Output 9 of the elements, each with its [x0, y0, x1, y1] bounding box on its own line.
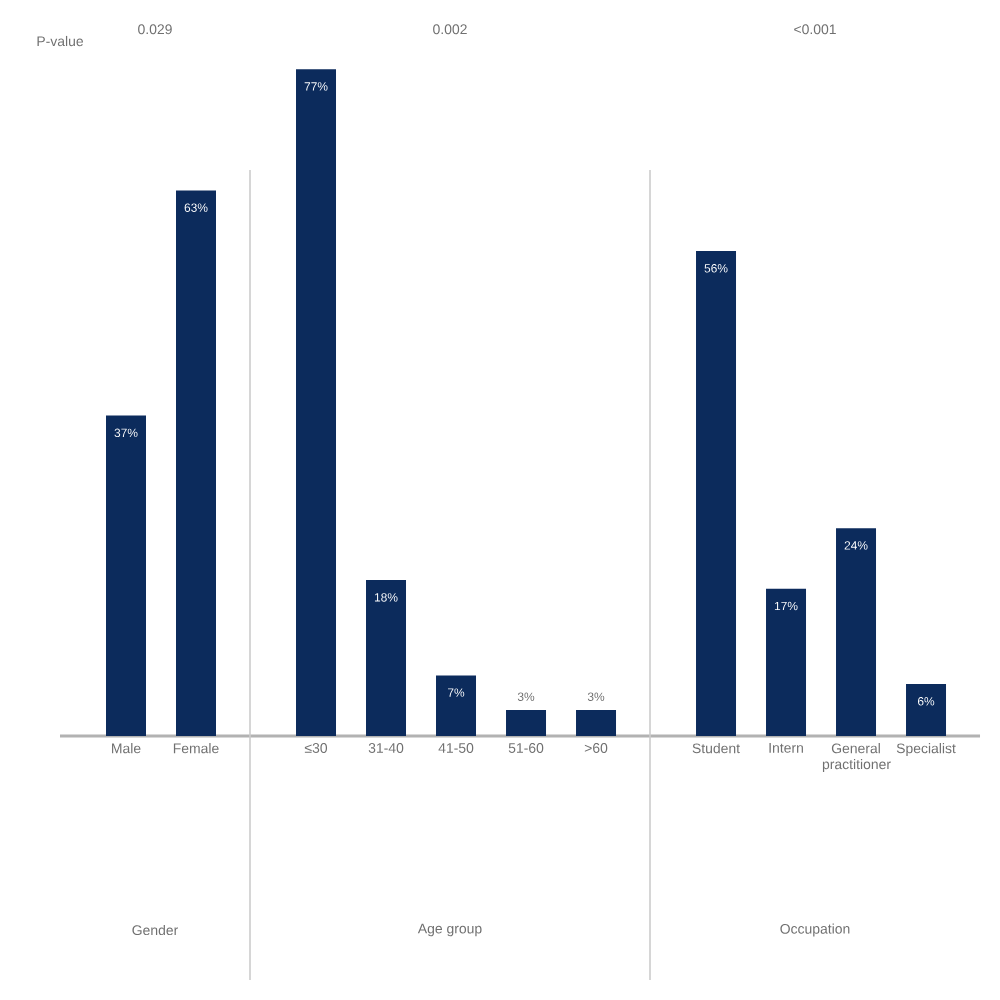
- bar: [436, 675, 477, 736]
- bar: [906, 684, 947, 736]
- bar: [696, 251, 737, 736]
- bar: [506, 710, 547, 736]
- bar: [296, 69, 337, 736]
- bar: [766, 588, 807, 736]
- bar: [576, 710, 617, 736]
- bar: [366, 580, 407, 736]
- bar: [836, 528, 877, 736]
